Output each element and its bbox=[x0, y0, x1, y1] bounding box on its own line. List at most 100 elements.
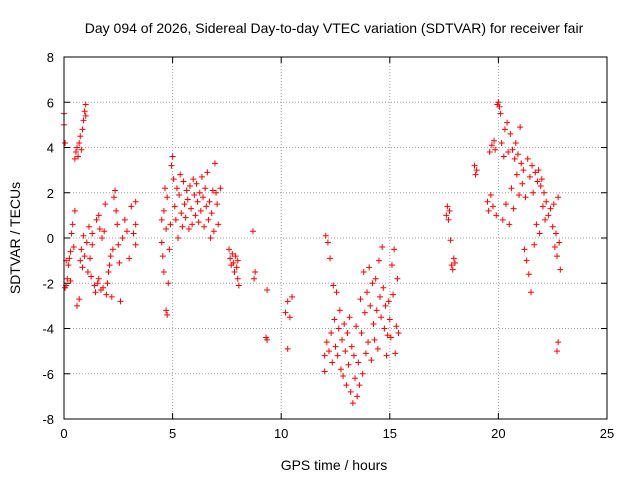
data-point bbox=[531, 241, 538, 248]
data-point bbox=[80, 117, 87, 124]
y-tick-label: -6 bbox=[42, 367, 54, 382]
data-point bbox=[233, 264, 240, 271]
data-point bbox=[84, 268, 91, 275]
data-point bbox=[66, 255, 73, 262]
data-point bbox=[395, 330, 402, 337]
data-point bbox=[330, 282, 337, 289]
data-point bbox=[104, 280, 111, 287]
data-point bbox=[322, 232, 329, 239]
data-point bbox=[78, 246, 85, 253]
data-point bbox=[99, 235, 106, 241]
data-point bbox=[331, 316, 338, 323]
data-point bbox=[371, 336, 378, 343]
data-points bbox=[61, 99, 564, 407]
grid-lines bbox=[64, 57, 607, 419]
data-point bbox=[343, 382, 350, 389]
data-point bbox=[358, 330, 365, 337]
data-point bbox=[110, 194, 117, 201]
data-point bbox=[448, 262, 455, 269]
y-tick-label: -2 bbox=[42, 276, 54, 291]
data-point bbox=[355, 359, 362, 366]
data-point bbox=[249, 228, 256, 235]
data-point bbox=[527, 289, 534, 296]
y-tick-label: -8 bbox=[42, 412, 54, 427]
data-point bbox=[284, 345, 291, 352]
data-point bbox=[451, 259, 458, 266]
data-point bbox=[203, 203, 210, 210]
data-point bbox=[485, 207, 492, 214]
data-point bbox=[163, 225, 170, 232]
data-point bbox=[91, 282, 98, 289]
data-point bbox=[123, 228, 130, 235]
data-point bbox=[445, 216, 452, 223]
data-point bbox=[538, 176, 545, 183]
data-point bbox=[75, 153, 82, 160]
data-point bbox=[188, 205, 195, 212]
data-point bbox=[69, 221, 76, 228]
data-point bbox=[169, 153, 176, 160]
data-point bbox=[286, 314, 293, 321]
data-point bbox=[472, 171, 479, 178]
x-tick-label: 0 bbox=[60, 426, 67, 441]
data-point bbox=[74, 302, 81, 309]
data-point bbox=[516, 192, 523, 199]
data-point bbox=[163, 307, 170, 314]
data-point bbox=[194, 198, 201, 205]
data-point bbox=[543, 198, 550, 205]
data-point bbox=[179, 223, 186, 230]
data-point bbox=[368, 357, 375, 364]
data-point bbox=[114, 221, 121, 228]
data-point bbox=[524, 155, 531, 162]
x-tick-label: 20 bbox=[491, 426, 505, 441]
data-point bbox=[207, 235, 214, 241]
data-point bbox=[94, 280, 101, 287]
data-point bbox=[67, 277, 74, 284]
data-point bbox=[89, 230, 96, 237]
data-point bbox=[375, 257, 382, 264]
data-point bbox=[132, 198, 139, 205]
data-point bbox=[205, 216, 212, 223]
data-point bbox=[77, 257, 84, 264]
data-point bbox=[447, 237, 454, 244]
data-point bbox=[79, 126, 86, 133]
data-point bbox=[347, 388, 354, 395]
tick-labels: 0 5 10 15 20 25 -8 -6 -4 -2 0 2 4 6 8 bbox=[42, 50, 614, 441]
data-point bbox=[379, 244, 386, 251]
data-point bbox=[365, 339, 372, 346]
data-point bbox=[534, 178, 541, 185]
data-point bbox=[539, 203, 546, 210]
data-point bbox=[128, 203, 135, 210]
data-point bbox=[341, 320, 348, 327]
data-point bbox=[506, 221, 513, 228]
data-point bbox=[109, 246, 116, 253]
y-tick-label: 8 bbox=[47, 50, 54, 65]
y-tick-label: 4 bbox=[47, 141, 54, 156]
data-point bbox=[378, 314, 385, 321]
data-point bbox=[552, 230, 559, 237]
y-axis-label: SDTVAR / TECUs bbox=[7, 182, 23, 294]
data-point bbox=[503, 201, 510, 208]
data-point bbox=[195, 219, 202, 226]
data-point bbox=[173, 185, 180, 192]
chart-title: Day 094 of 2026, Sidereal Day-to-day VTE… bbox=[85, 20, 584, 36]
data-point bbox=[71, 207, 78, 214]
data-point bbox=[507, 130, 514, 137]
data-point bbox=[160, 207, 167, 214]
data-point bbox=[89, 241, 96, 248]
data-point bbox=[200, 194, 207, 201]
data-point bbox=[491, 137, 498, 144]
data-point bbox=[352, 375, 359, 382]
data-point bbox=[323, 339, 330, 346]
data-point bbox=[493, 212, 500, 219]
data-point bbox=[132, 221, 139, 228]
data-point bbox=[473, 167, 480, 174]
data-point bbox=[449, 266, 456, 273]
y-tick-label: 0 bbox=[47, 231, 54, 246]
data-point bbox=[505, 149, 512, 156]
data-point bbox=[264, 287, 271, 294]
data-point bbox=[167, 221, 174, 228]
data-point bbox=[381, 325, 388, 332]
data-point bbox=[132, 241, 139, 248]
y-tick-label: -4 bbox=[42, 322, 54, 337]
